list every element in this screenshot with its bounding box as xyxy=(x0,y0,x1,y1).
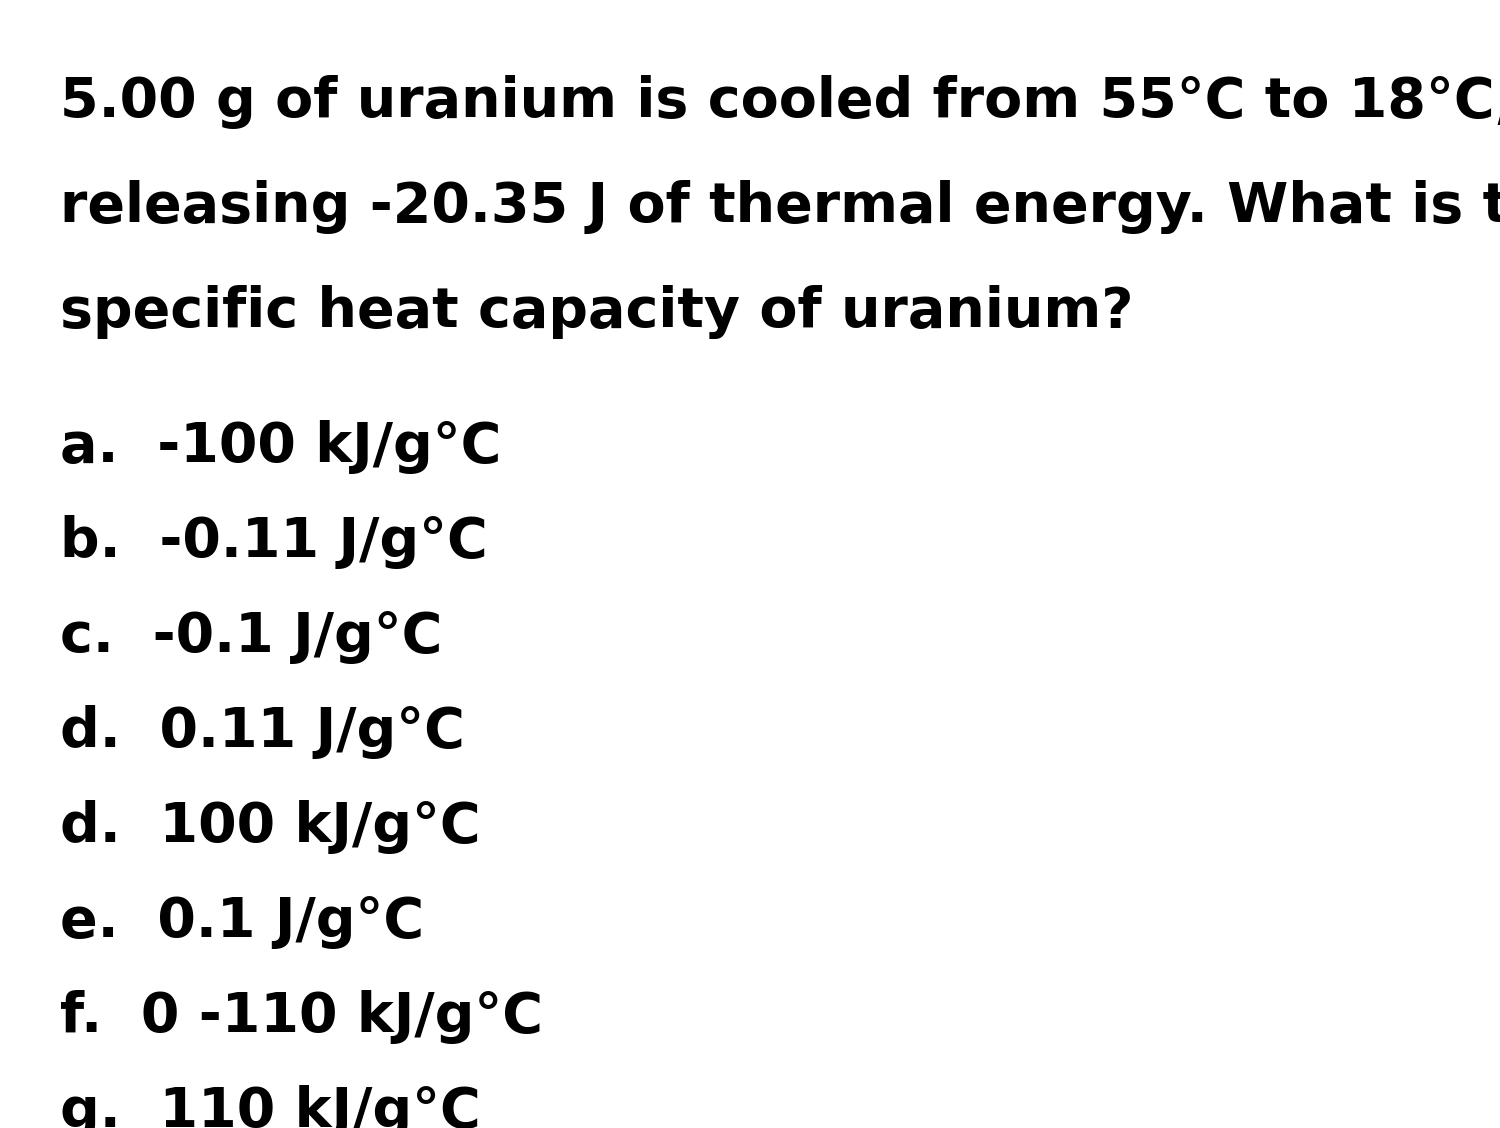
Text: a.  -100 kJ/g°C: a. -100 kJ/g°C xyxy=(60,420,501,474)
Text: d.  100 kJ/g°C: d. 100 kJ/g°C xyxy=(60,800,480,854)
Text: e.  0.1 J/g°C: e. 0.1 J/g°C xyxy=(60,895,424,949)
Text: specific heat capacity of uranium?: specific heat capacity of uranium? xyxy=(60,285,1134,340)
Text: g.  110 kJ/g°C: g. 110 kJ/g°C xyxy=(60,1085,480,1128)
Text: c.  -0.1 J/g°C: c. -0.1 J/g°C xyxy=(60,610,442,664)
Text: f.  0 -110 kJ/g°C: f. 0 -110 kJ/g°C xyxy=(60,990,543,1045)
Text: d.  0.11 J/g°C: d. 0.11 J/g°C xyxy=(60,705,465,759)
Text: b.  -0.11 J/g°C: b. -0.11 J/g°C xyxy=(60,515,488,569)
Text: releasing -20.35 J of thermal energy. What is the: releasing -20.35 J of thermal energy. Wh… xyxy=(60,180,1500,233)
Text: 5.00 g of uranium is cooled from 55°C to 18°C,: 5.00 g of uranium is cooled from 55°C to… xyxy=(60,74,1500,129)
